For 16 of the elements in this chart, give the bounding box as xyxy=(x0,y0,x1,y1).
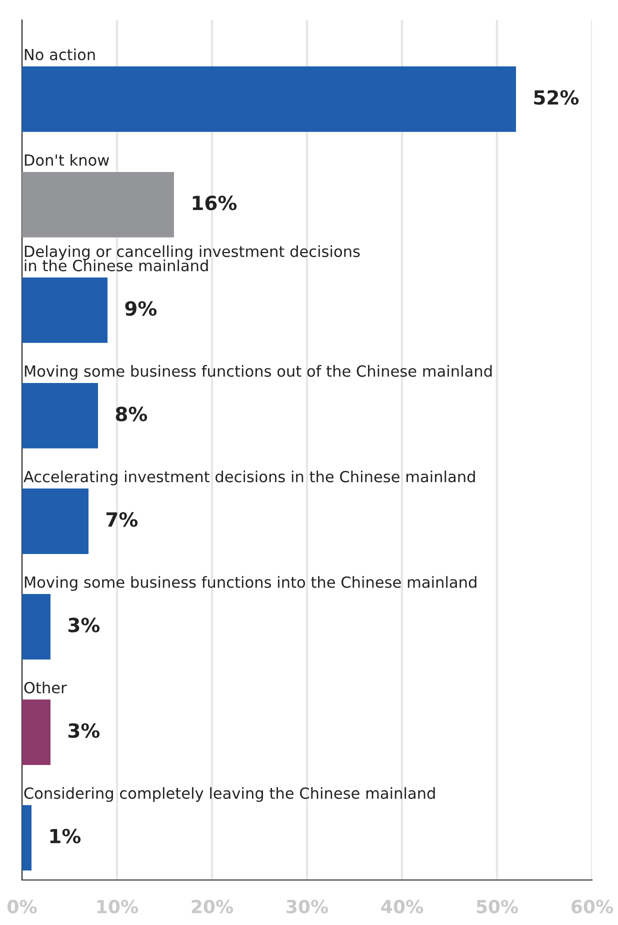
data-label: 1% xyxy=(50,828,81,844)
y-tick-label: Moving some business functions out of the Chinese mainland xyxy=(24,365,492,380)
data-label: 9% xyxy=(125,301,157,316)
y-tick-label: Considering completely leaving the Chinese mainland xyxy=(24,787,435,802)
data-label: 7% xyxy=(106,512,138,527)
y-tick-label: Moving some business functions into the Chinese mainland xyxy=(24,576,476,591)
data-label: 3% xyxy=(68,618,100,632)
data-label: 16% xyxy=(192,196,237,210)
data-label: 8% xyxy=(116,406,148,422)
y-tick-label: Accelerating investment decisions in the Chinese mainland xyxy=(24,470,475,486)
y-tick-label: Other xyxy=(24,682,67,694)
y-tick-label: Don't know xyxy=(24,154,109,166)
data-label: 52% xyxy=(534,90,579,105)
y-tick-label: Delaying or cancelling investment decisions in the Chinese mainland xyxy=(24,245,360,272)
y-tick-label: No action xyxy=(24,48,95,60)
data-label: 3% xyxy=(68,723,100,738)
